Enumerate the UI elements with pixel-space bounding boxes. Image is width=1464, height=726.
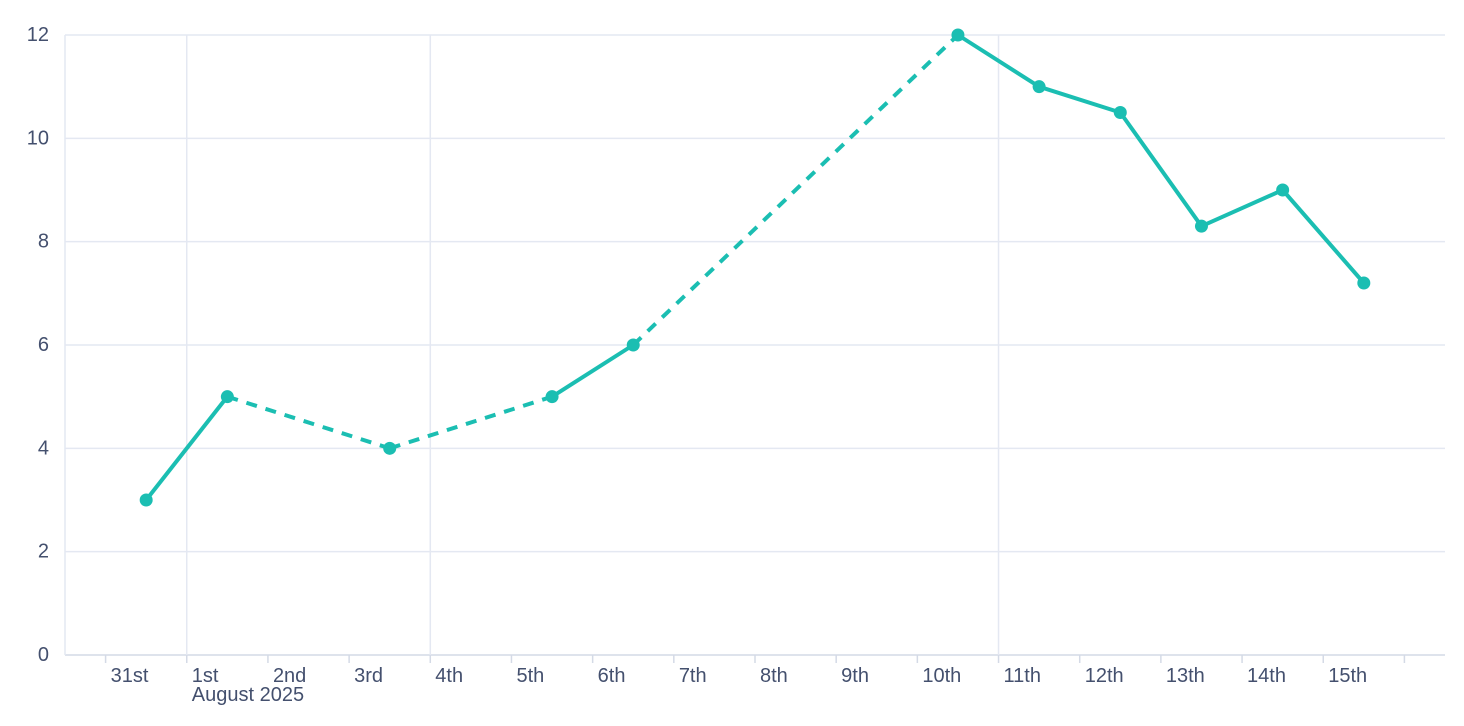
series-segment-solid <box>1199 188 1285 229</box>
x-axis-label: 31st <box>111 665 149 687</box>
series-segment-solid <box>550 343 636 399</box>
data-point[interactable] <box>139 493 153 507</box>
x-axis-label: 8th <box>760 665 788 687</box>
x-axis-label: 15th <box>1328 665 1367 687</box>
y-axis-label: 0 <box>38 644 49 666</box>
x-axis-label: 1st <box>192 665 219 687</box>
x-axis-label: 5th <box>516 665 544 687</box>
data-point[interactable] <box>220 390 234 404</box>
data-point[interactable] <box>1113 106 1127 119</box>
x-axis-label: 12th <box>1085 665 1124 687</box>
data-point[interactable] <box>1357 276 1371 290</box>
x-axis-label: 10th <box>922 665 961 687</box>
x-axis-label: 2nd <box>273 665 306 687</box>
x-axis-label: 14th <box>1247 665 1286 687</box>
y-axis-label: 2 <box>38 541 49 563</box>
series-segment-dashed <box>631 33 960 347</box>
series-segment-solid <box>1280 188 1366 285</box>
series-segment-solid <box>1118 110 1204 229</box>
data-point[interactable] <box>545 390 559 404</box>
y-axis-label: 10 <box>27 127 49 149</box>
data-point[interactable] <box>951 28 965 42</box>
y-axis-label: 12 <box>27 24 49 46</box>
data-point[interactable] <box>1276 183 1290 197</box>
x-axis-label: 6th <box>598 665 626 687</box>
series-segment-solid <box>1037 84 1123 115</box>
x-axis-label: 7th <box>679 665 707 687</box>
x-axis-label: 3rd <box>354 665 383 687</box>
series-segment-dashed <box>389 394 553 451</box>
data-point[interactable] <box>626 338 640 352</box>
x-axis-label: 13th <box>1166 665 1205 687</box>
x-axis-label: 9th <box>841 665 869 687</box>
y-axis-label: 8 <box>38 231 49 253</box>
data-point[interactable] <box>1032 80 1046 94</box>
data-point[interactable] <box>383 441 397 455</box>
data-point[interactable] <box>1194 219 1208 233</box>
series-segment-solid <box>144 394 230 502</box>
y-axis-label: 4 <box>38 437 49 459</box>
x-axis-label: 11th <box>1004 665 1041 687</box>
y-axis-label: 6 <box>38 334 49 356</box>
x-axis-secondary-label: August 2025 <box>192 684 304 706</box>
series-segment-dashed <box>226 394 391 451</box>
x-axis-label: 4th <box>435 665 463 687</box>
series-segment-solid <box>955 33 1042 89</box>
